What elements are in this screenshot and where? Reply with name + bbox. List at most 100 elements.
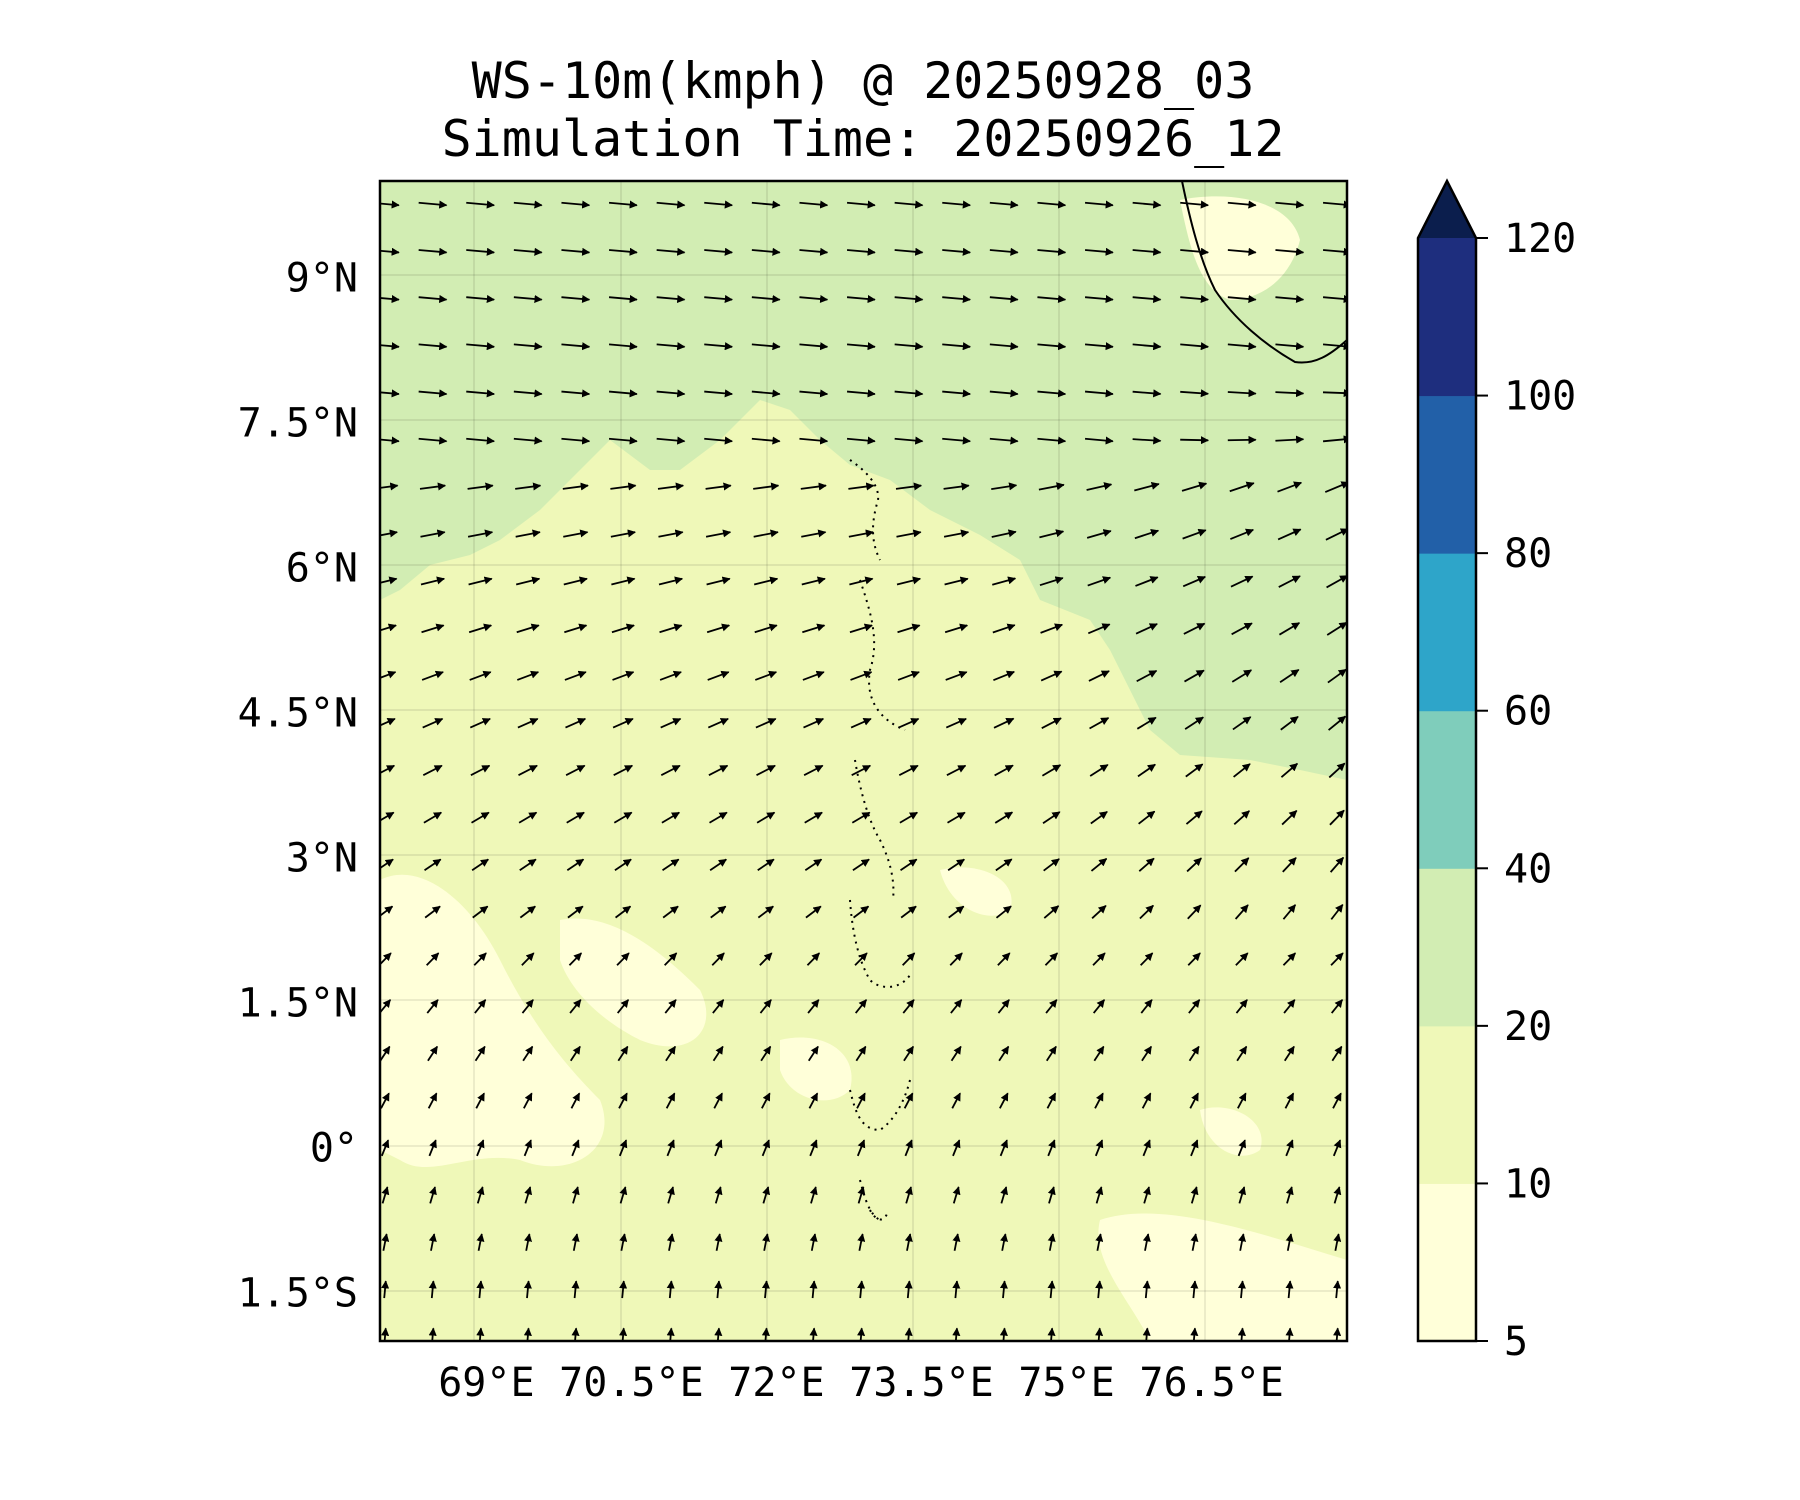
wind-vector — [1285, 1280, 1294, 1299]
wind-vector — [851, 811, 871, 824]
wind-vector — [762, 1233, 771, 1251]
wind-vector — [1327, 668, 1347, 684]
wind-vector — [565, 764, 586, 776]
wind-vector — [1236, 1045, 1248, 1062]
wind-vector — [380, 999, 392, 1014]
wind-vector — [1142, 1233, 1151, 1251]
wind-vector — [945, 717, 967, 729]
wind-vector — [561, 294, 591, 304]
wind-vector — [563, 529, 589, 538]
wind-vector — [851, 764, 872, 776]
wind-vector — [1095, 1233, 1104, 1251]
wind-vector — [846, 389, 876, 398]
colorbar-segment — [1418, 553, 1476, 712]
wind-vector — [476, 1327, 485, 1341]
wind-vector — [1278, 622, 1301, 636]
wind-vector — [420, 576, 445, 586]
wind-vector — [418, 436, 448, 445]
wind-vector — [994, 764, 1014, 777]
wind-vector — [571, 1327, 580, 1341]
wind-vector — [1038, 482, 1065, 491]
wind-vector — [562, 482, 589, 491]
lon-tick-label: 69°E — [438, 1360, 534, 1406]
wind-vector — [1184, 669, 1205, 683]
wind-vector — [757, 905, 774, 919]
wind-vector — [804, 811, 823, 824]
wind-vector — [948, 905, 965, 919]
wind-vector — [710, 905, 727, 919]
wind-vector — [619, 1233, 628, 1251]
wind-vector — [1234, 857, 1250, 873]
wind-vector — [423, 811, 442, 824]
wind-vector — [1190, 1186, 1199, 1204]
wind-vector — [1093, 1045, 1105, 1062]
wind-vector — [469, 670, 492, 681]
wind-vector — [476, 1186, 485, 1204]
wind-vector — [714, 1139, 723, 1157]
wind-vector — [518, 764, 538, 776]
wind-vector — [1084, 389, 1114, 398]
wind-vector — [1237, 1092, 1247, 1109]
wind-vector — [1328, 715, 1347, 731]
wind-vector — [854, 952, 868, 966]
wind-vector — [608, 389, 638, 398]
wind-vector — [706, 576, 731, 586]
wind-vector — [426, 999, 439, 1014]
wind-vector — [894, 436, 924, 445]
wind-vector — [1041, 764, 1062, 777]
wind-vector — [611, 576, 636, 586]
wind-vector — [849, 623, 873, 634]
wind-vector — [1277, 528, 1302, 541]
wind-vector — [1227, 247, 1257, 256]
wind-vector — [904, 1233, 913, 1251]
lon-tick-label: 73.5°E — [849, 1360, 994, 1406]
wind-vector — [523, 1327, 532, 1341]
wind-vector — [1330, 952, 1344, 966]
wind-vector — [664, 952, 678, 966]
wind-vector — [704, 389, 733, 398]
lon-tick-label: 76.5°E — [1139, 1360, 1284, 1406]
wind-vector — [1234, 904, 1249, 920]
wind-vector — [418, 247, 448, 256]
wind-vector — [1037, 436, 1067, 445]
lon-tick-label: 75°E — [1018, 1360, 1114, 1406]
wind-vector — [1229, 481, 1255, 493]
wind-vector — [904, 1327, 913, 1341]
wind-vector — [1095, 1327, 1104, 1341]
wind-vector — [759, 952, 773, 966]
wind-vector — [1090, 857, 1108, 872]
wind-vector — [846, 342, 876, 351]
wind-vector — [1181, 481, 1208, 492]
wind-vector — [857, 1280, 866, 1299]
wind-vector — [809, 1139, 818, 1157]
wind-vector — [519, 905, 536, 919]
wind-vector — [1136, 716, 1157, 730]
wind-vector — [1180, 200, 1209, 209]
wind-vector — [1233, 763, 1251, 778]
wind-vector — [995, 905, 1012, 919]
wind-vector — [857, 1186, 866, 1204]
wind-vector — [571, 1280, 580, 1299]
wind-vector — [658, 576, 683, 586]
wind-vector — [894, 294, 924, 304]
wind-vector — [1045, 999, 1058, 1014]
wind-vector — [1275, 247, 1305, 256]
wind-vector — [1190, 1327, 1199, 1341]
wind-vector — [1132, 389, 1162, 398]
wind-vector — [380, 294, 400, 304]
colorbar-segment — [1418, 1025, 1476, 1184]
wind-vector — [471, 811, 490, 824]
wind-vector — [428, 1280, 437, 1299]
wind-vector — [1090, 810, 1108, 825]
lat-tick-label: 1.5°N — [238, 981, 358, 1027]
wind-vector — [944, 576, 969, 586]
wind-vector — [950, 999, 963, 1014]
wind-vector — [856, 1139, 866, 1157]
wind-vector — [1095, 1280, 1104, 1299]
wind-vector — [1092, 999, 1106, 1014]
wind-vector — [1238, 1186, 1247, 1204]
wind-vector — [1333, 1233, 1342, 1251]
wind-vector — [903, 1045, 915, 1062]
lat-tick-label: 1.5°S — [238, 1271, 358, 1317]
wind-vector — [989, 200, 1019, 209]
